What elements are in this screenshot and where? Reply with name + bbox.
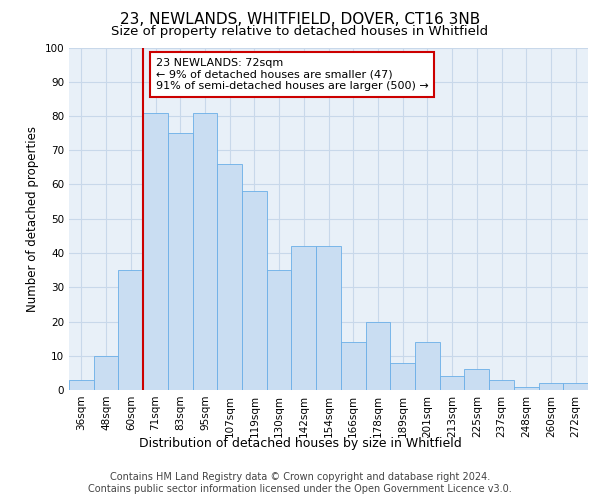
Text: Size of property relative to detached houses in Whitfield: Size of property relative to detached ho… xyxy=(112,25,488,38)
Text: 23, NEWLANDS, WHITFIELD, DOVER, CT16 3NB: 23, NEWLANDS, WHITFIELD, DOVER, CT16 3NB xyxy=(120,12,480,28)
Bar xyxy=(143,112,168,390)
Bar xyxy=(69,380,94,390)
Bar xyxy=(563,383,588,390)
Text: 23 NEWLANDS: 72sqm
← 9% of detached houses are smaller (47)
91% of semi-detached: 23 NEWLANDS: 72sqm ← 9% of detached hous… xyxy=(155,58,428,91)
Bar xyxy=(193,112,217,390)
Bar xyxy=(464,370,489,390)
Bar xyxy=(316,246,341,390)
Bar xyxy=(539,383,563,390)
Bar xyxy=(267,270,292,390)
Bar xyxy=(118,270,143,390)
Bar xyxy=(341,342,365,390)
Y-axis label: Number of detached properties: Number of detached properties xyxy=(26,126,39,312)
Bar xyxy=(94,356,118,390)
Bar xyxy=(365,322,390,390)
Bar xyxy=(440,376,464,390)
Text: Distribution of detached houses by size in Whitfield: Distribution of detached houses by size … xyxy=(139,438,461,450)
Bar xyxy=(168,133,193,390)
Bar xyxy=(217,164,242,390)
Text: Contains HM Land Registry data © Crown copyright and database right 2024.: Contains HM Land Registry data © Crown c… xyxy=(110,472,490,482)
Bar xyxy=(489,380,514,390)
Bar xyxy=(390,362,415,390)
Bar xyxy=(242,192,267,390)
Text: Contains public sector information licensed under the Open Government Licence v3: Contains public sector information licen… xyxy=(88,484,512,494)
Bar xyxy=(415,342,440,390)
Bar xyxy=(292,246,316,390)
Bar xyxy=(514,386,539,390)
